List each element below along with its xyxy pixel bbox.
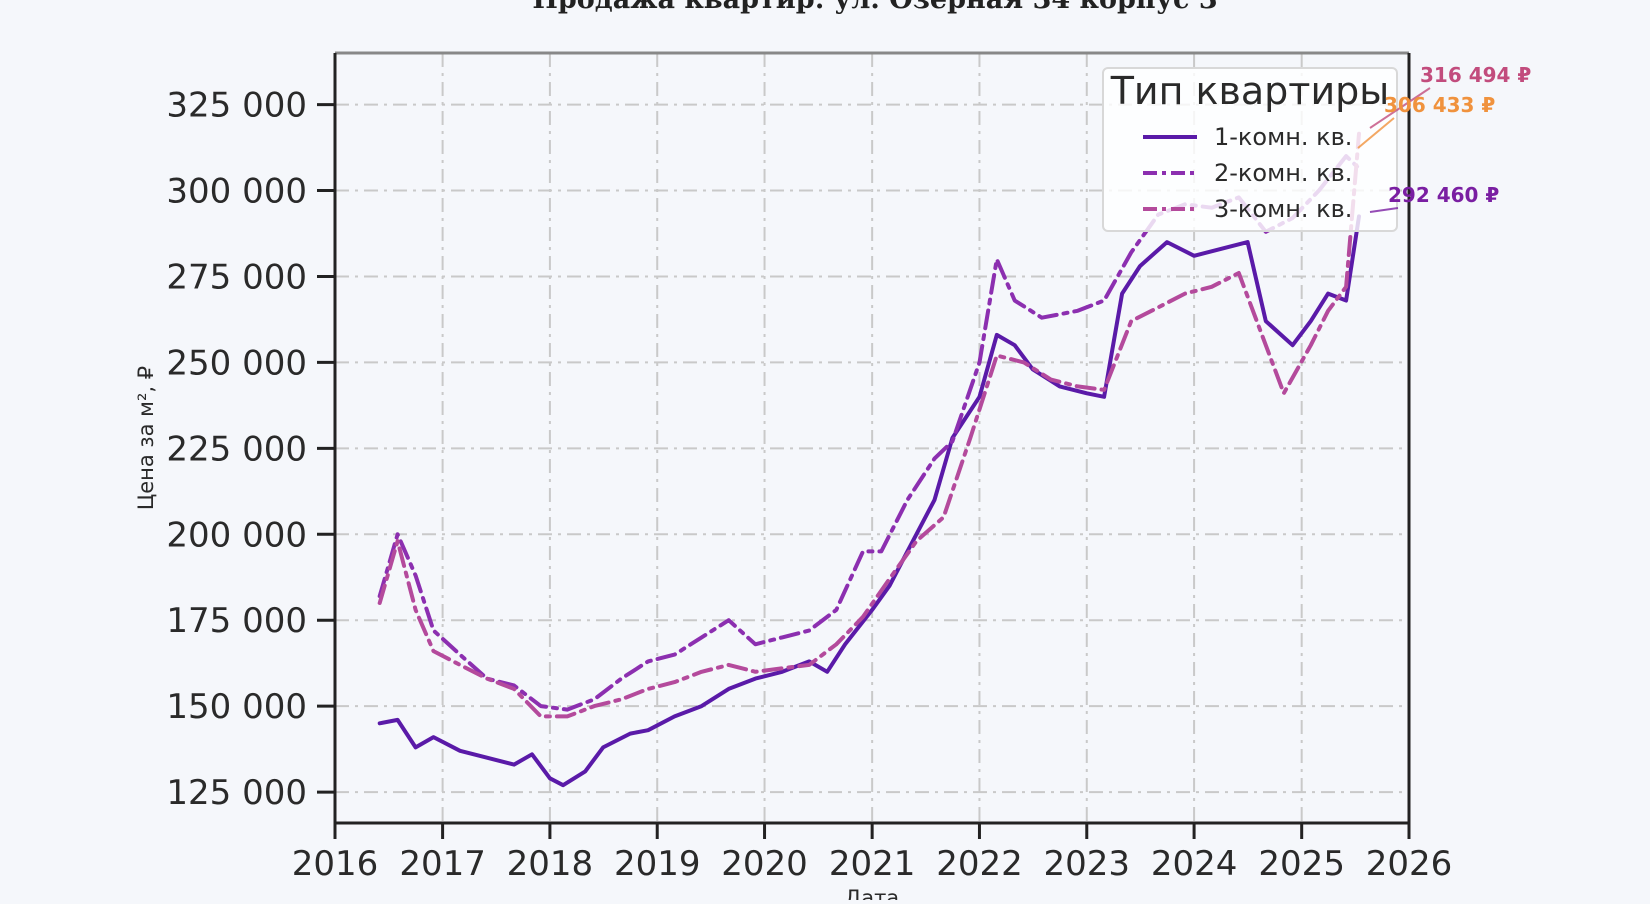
legend-title: Тип квартиры (1110, 69, 1390, 113)
x-tick-label: 2022 (936, 844, 1023, 884)
legend-box (1102, 67, 1398, 232)
x-tick-label: 2020 (721, 844, 808, 884)
legend: Тип квартиры 1-комн. кв. 2-комн. кв. 3-ком… (1102, 67, 1398, 232)
y-tick-label: 150 000 (166, 687, 307, 727)
y-tick-label: 250 000 (166, 343, 307, 383)
annotation-arrow-2 (1357, 117, 1395, 149)
x-tick-label: 2017 (399, 844, 486, 884)
x-tick-label: 2018 (507, 844, 594, 884)
annotation-label-1: 316 494 ₽ (1420, 63, 1531, 87)
annotation-arrow-3 (1369, 207, 1399, 213)
y-tick-label: 275 000 (166, 257, 307, 297)
y-tick-label: 175 000 (166, 601, 307, 641)
legend-label-1: 1-комн. кв. (1214, 123, 1352, 151)
series-line-1 (377, 214, 1361, 788)
y-tick-label: 125 000 (166, 773, 307, 813)
annotation-layer: 316 494 ₽ 306 433 ₽ 292 460 ₽ (1357, 63, 1531, 213)
x-tick-label: 2016 (292, 844, 379, 884)
y-tick-label: 325 000 (166, 86, 307, 126)
y-tick-label: 300 000 (166, 172, 307, 212)
x-tick-label: 2026 (1366, 844, 1453, 884)
y-tick-label: 200 000 (166, 515, 307, 555)
series-line-2 (377, 154, 1361, 712)
x-tick-label: 2019 (614, 844, 701, 884)
annotation-arrow-1 (1369, 87, 1431, 129)
x-tick-label: 2025 (1258, 844, 1345, 884)
series-layer (377, 131, 1361, 788)
legend-label-2: 2-комн. кв. (1214, 159, 1352, 187)
annotation-label-2: 306 433 ₽ (1384, 93, 1495, 117)
ticks-layer: 125 000 150 000 175 000 200 000 225 000 250 0… (166, 86, 1452, 884)
y-axis-label: Цена за м², ₽ (134, 366, 158, 510)
x-axis-label: Дата (845, 886, 899, 900)
x-tick-label: 2021 (829, 844, 916, 884)
x-tick-label: 2024 (1151, 844, 1238, 884)
annotation-label-3: 292 460 ₽ (1388, 183, 1499, 207)
chart-title: Продажа квартир: ул. Озерная 34 корпус 3 (532, 0, 1217, 15)
legend-items: 1-комн. кв. 2-комн. кв. 3-комн. кв. (1143, 123, 1352, 223)
x-tick-label: 2023 (1044, 844, 1131, 884)
series-line-3 (377, 131, 1361, 719)
y-tick-label: 225 000 (166, 429, 307, 469)
legend-label-3: 3-комн. кв. (1214, 195, 1352, 223)
